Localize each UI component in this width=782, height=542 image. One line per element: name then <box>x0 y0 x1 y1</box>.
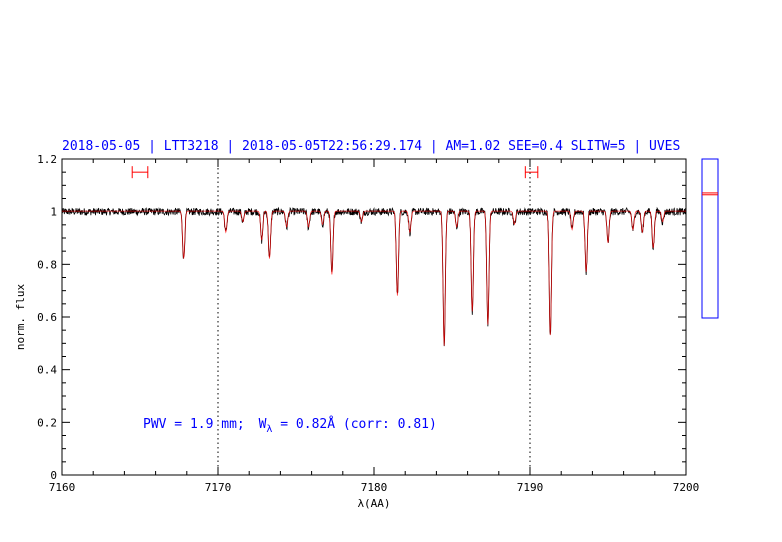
x-tick-label: 7170 <box>205 481 232 494</box>
plot-area: 7160 7170 7180 7190 7200 0 0.2 0.4 0.6 0.8 1 1.2 <box>37 153 699 494</box>
w-value: = 0.82Å (corr: 0.81) <box>272 416 436 432</box>
side-panel-levels <box>702 192 718 196</box>
x-tick-label: 7200 <box>673 481 700 494</box>
side-panel <box>701 158 719 319</box>
y-tick-label: 0.2 <box>37 416 57 429</box>
spectrum-line <box>61 206 687 347</box>
y-tick-label: 0.6 <box>37 311 57 324</box>
y-axis-label: norm. flux <box>14 284 27 351</box>
x-tick-label: 7180 <box>361 481 388 494</box>
w-subscript: λ <box>266 424 272 435</box>
reference-lines <box>217 159 531 475</box>
continuum-model-line <box>62 210 686 346</box>
side-panel-frame <box>701 158 719 319</box>
y-tick-label: 0.8 <box>37 258 57 271</box>
x-tick-label: 7190 <box>517 481 544 494</box>
y-tick-label: 0.4 <box>37 364 57 377</box>
pwv-text: PWV = 1.9 mm; <box>143 417 245 432</box>
y-tick-label: 1.2 <box>37 153 57 166</box>
w-symbol: W <box>259 417 267 432</box>
y-tick-label: 1 <box>50 206 57 219</box>
y-tick-label: 0 <box>50 469 57 482</box>
chart-title: 2018-05-05 | LTT3218 | 2018-05-05T22:56:… <box>62 139 680 154</box>
continuum-range-markers <box>131 166 539 179</box>
x-tick-label: 7160 <box>49 481 76 494</box>
y-axis: 0 0.2 0.4 0.6 0.8 1 1.2 <box>37 153 686 482</box>
pwv-annotation: PWV = 1.9 mm; Wλ = 0.82Å (corr: 0.81) <box>143 416 437 435</box>
x-axis-label: λ(AA) <box>357 497 390 510</box>
x-axis: 7160 7170 7180 7190 7200 <box>49 159 700 494</box>
